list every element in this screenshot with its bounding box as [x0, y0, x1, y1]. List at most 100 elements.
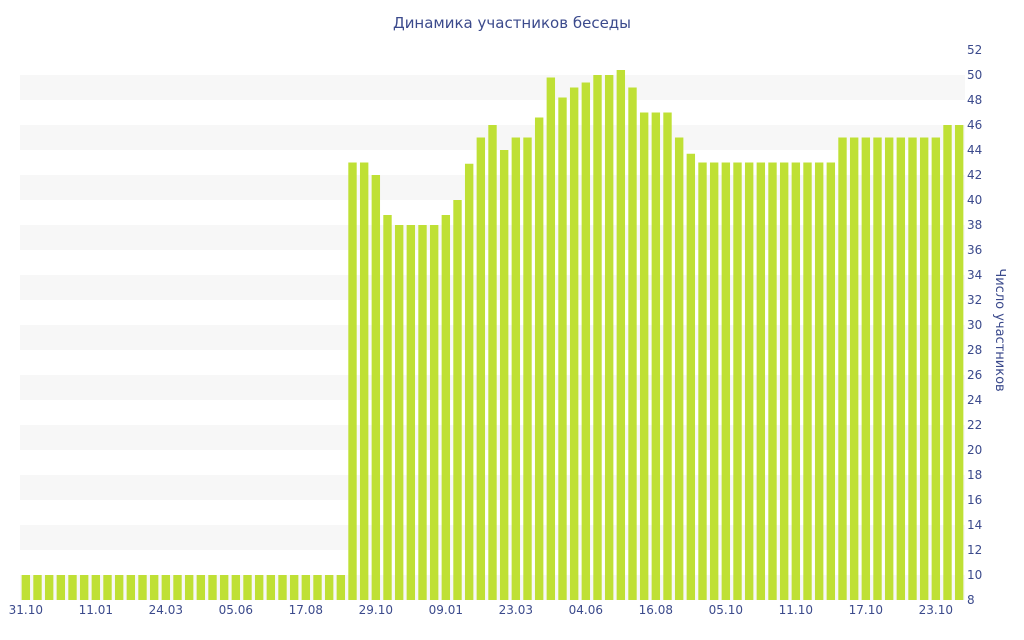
- bar: [114, 575, 124, 600]
- y-tick-label: 44: [967, 143, 982, 157]
- bar: [756, 162, 766, 600]
- y-tick-label: 12: [967, 543, 982, 557]
- bar: [196, 575, 206, 600]
- bar: [394, 225, 404, 600]
- x-tick-label: 24.03: [149, 603, 183, 617]
- x-tick-label: 23.03: [499, 603, 533, 617]
- y-tick-label: 30: [967, 318, 982, 332]
- bar: [406, 225, 416, 600]
- y-tick-label: 22: [967, 418, 982, 432]
- bar: [744, 162, 754, 600]
- bar: [593, 75, 602, 600]
- chart-title: Динамика участников беседы: [393, 14, 631, 32]
- bar: [173, 575, 182, 600]
- bar: [254, 575, 264, 600]
- bar: [663, 112, 672, 600]
- bar: [838, 137, 847, 600]
- bar: [429, 225, 439, 600]
- bar: [721, 162, 731, 600]
- y-tick-label: 48: [967, 93, 982, 107]
- bar: [873, 137, 882, 600]
- y-tick-label: 36: [967, 243, 982, 257]
- bar: [814, 162, 824, 600]
- bar: [79, 575, 89, 600]
- bar: [499, 150, 509, 600]
- bar: [931, 137, 941, 600]
- y-tick-label: 42: [967, 168, 982, 182]
- grid-band: [20, 75, 965, 100]
- bar: [21, 575, 31, 600]
- bar: [849, 137, 859, 600]
- bar: [453, 200, 462, 600]
- y-axis-ticks: 8 10 12 14 16 18 20 22 24 26 28 30 32 34 36 38 40 42 44 46 4…: [967, 43, 982, 607]
- y-tick-label: 46: [967, 118, 982, 132]
- y-tick-label: 14: [967, 518, 982, 532]
- bar: [464, 163, 474, 600]
- bar: [488, 125, 497, 600]
- y-tick-label: 34: [967, 268, 982, 282]
- x-tick-label: 31.10: [9, 603, 43, 617]
- bar: [219, 575, 229, 600]
- bar: [184, 575, 194, 600]
- bar: [289, 575, 299, 600]
- x-tick-label: 29.10: [359, 603, 393, 617]
- bar: [604, 75, 614, 600]
- x-tick-label: 17.10: [849, 603, 883, 617]
- y-tick-label: 20: [967, 443, 982, 457]
- y-tick-label: 24: [967, 393, 982, 407]
- bar: [336, 575, 346, 600]
- bar: [383, 215, 392, 600]
- x-tick-label: 09.01: [429, 603, 463, 617]
- bar: [301, 575, 311, 600]
- bar: [628, 87, 637, 600]
- bar: [208, 575, 217, 600]
- bar: [733, 162, 742, 600]
- y-tick-label: 16: [967, 493, 982, 507]
- bar: [476, 137, 486, 600]
- bar: [231, 575, 241, 600]
- y-tick-label: 52: [967, 43, 982, 57]
- bar: [569, 87, 579, 600]
- bar: [313, 575, 322, 600]
- y-tick-label: 8: [967, 593, 975, 607]
- bar: [371, 175, 381, 600]
- bar: [348, 162, 357, 600]
- bar: [954, 125, 964, 600]
- y-tick-label: 40: [967, 193, 982, 207]
- bar: [896, 137, 906, 600]
- bar: [441, 215, 451, 600]
- bar: [534, 117, 544, 600]
- bar: [523, 137, 532, 600]
- x-tick-label: 11.10: [779, 603, 813, 617]
- bar: [418, 225, 427, 600]
- y-tick-label: 50: [967, 68, 982, 82]
- bar: [709, 162, 719, 600]
- y-tick-label: 26: [967, 368, 982, 382]
- bar: [616, 70, 626, 600]
- x-tick-label: 23.10: [919, 603, 953, 617]
- bar: [686, 153, 696, 600]
- bar: [943, 125, 952, 600]
- bar: [33, 575, 42, 600]
- bar: [161, 575, 171, 600]
- bar: [138, 575, 147, 600]
- bar: [884, 137, 894, 600]
- x-tick-label: 16.08: [639, 603, 673, 617]
- bar: [826, 162, 836, 600]
- y-tick-label: 10: [967, 568, 982, 582]
- bar: [243, 575, 252, 600]
- bar: [68, 575, 77, 600]
- bar: [919, 137, 929, 600]
- x-tick-label: 04.06: [569, 603, 603, 617]
- y-tick-label: 32: [967, 293, 982, 307]
- bar: [791, 162, 801, 600]
- x-tick-label: 17.08: [289, 603, 323, 617]
- bar: [581, 82, 591, 600]
- bars: [21, 70, 964, 600]
- bar: [779, 162, 789, 600]
- bar: [674, 137, 684, 600]
- bar: [278, 575, 287, 600]
- bar: [149, 575, 159, 600]
- bar: [803, 162, 812, 600]
